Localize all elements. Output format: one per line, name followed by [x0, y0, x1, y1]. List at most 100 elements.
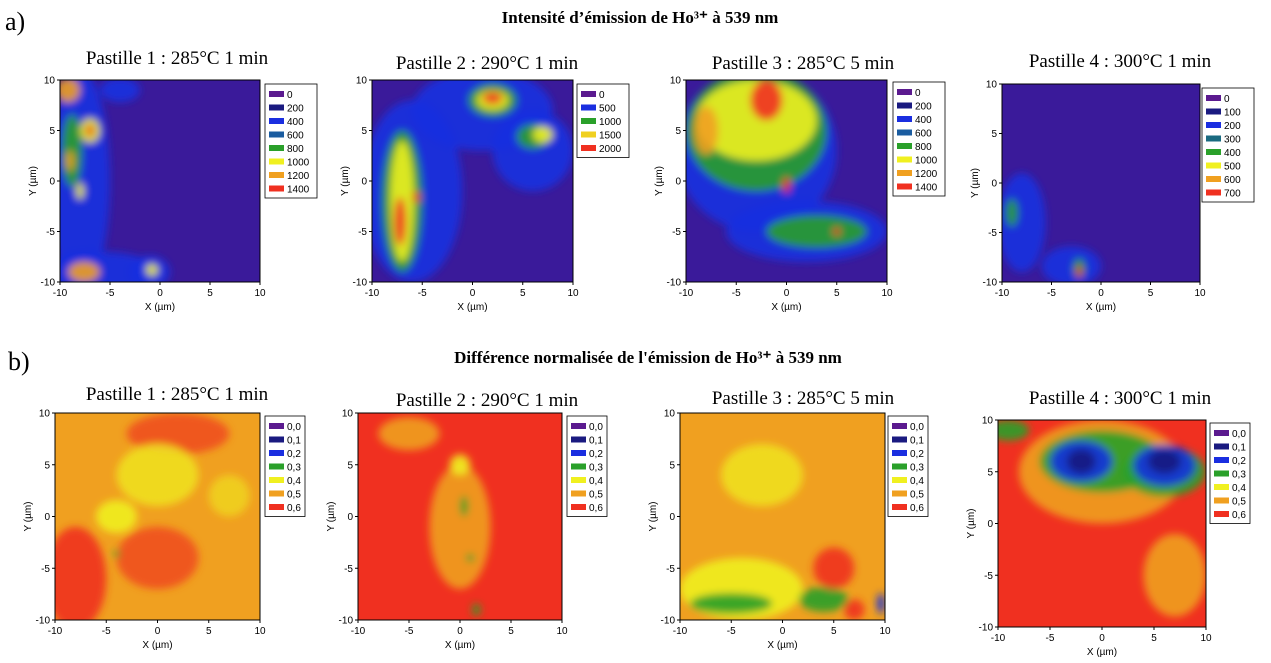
legend-swatch — [897, 143, 912, 149]
map-texture — [378, 417, 491, 616]
legend-swatch — [1206, 189, 1221, 196]
legend-swatch — [892, 463, 907, 470]
legend-label: 0 — [915, 88, 921, 99]
x-axis-label: X (µm) — [767, 640, 797, 651]
legend-swatch — [1214, 457, 1229, 463]
legend-label: 700 — [1224, 189, 1241, 200]
contour-region — [690, 593, 773, 614]
legend-label: 500 — [1224, 162, 1241, 173]
legend-label: 0,3 — [910, 463, 924, 474]
y-axis-label: Y (µm) — [326, 501, 337, 531]
panel-title: Pastille 4 : 300°C 1 min — [1029, 388, 1212, 409]
contour-region — [721, 444, 803, 507]
legend-swatch — [1214, 511, 1229, 517]
contour-region — [1147, 448, 1182, 474]
y-tick-label: 5 — [669, 460, 675, 471]
map-texture — [60, 80, 170, 282]
legend-swatch — [897, 116, 912, 122]
y-tick-label: -5 — [988, 228, 997, 239]
x-tick-label: -10 — [53, 288, 68, 299]
legend-label: 0,2 — [589, 449, 603, 460]
panel-title: Pastille 1 : 285°C 1 min — [86, 384, 269, 405]
legend-swatch — [1214, 497, 1229, 504]
legend-label: 0,3 — [589, 463, 603, 474]
x-tick-label: -5 — [732, 288, 741, 299]
contour-region — [798, 586, 849, 612]
panel: Pastille 1 : 285°C 1 min -10 -5 0 5 10 -10 -5 0 5… — [23, 384, 306, 651]
x-tick-label: 10 — [879, 626, 891, 637]
legend-swatch — [1206, 135, 1221, 142]
legend-label: 100 — [1224, 108, 1241, 119]
x-tick-label: -5 — [1047, 288, 1056, 299]
legend-swatch — [269, 463, 284, 470]
x-tick-label: 10 — [556, 626, 568, 637]
legend-label: 2000 — [599, 144, 622, 155]
map-texture — [998, 420, 1206, 617]
legend-label: 300 — [1224, 135, 1241, 146]
panel: Pastille 1 : 285°C 1 min -10 -5 0 5 10 -10 -5 0 5… — [28, 48, 318, 313]
legend-swatch — [269, 131, 284, 138]
legend-swatch — [571, 477, 586, 483]
legend-label: 0,0 — [287, 422, 301, 433]
y-tick-label: 0 — [669, 512, 675, 523]
legend-swatch — [1214, 470, 1229, 477]
panel: Pastille 2 : 290°C 1 min -10 -5 0 5 10 -10 -5 0 5… — [340, 53, 630, 313]
panel-title: Pastille 4 : 300°C 1 min — [1029, 51, 1212, 72]
legend-label: 600 — [1224, 175, 1241, 186]
contour-region — [482, 92, 503, 105]
legend-label: 0,4 — [287, 476, 301, 487]
contour-map — [1002, 84, 1200, 282]
legend-label: 800 — [915, 142, 932, 153]
legend-label: 0,1 — [1232, 443, 1246, 454]
x-tick-label: 0 — [457, 626, 463, 637]
x-tick-label: 5 — [1148, 288, 1154, 299]
x-tick-label: 5 — [520, 288, 526, 299]
y-tick-label: -10 — [353, 278, 368, 289]
y-tick-label: -10 — [339, 616, 354, 627]
contour-map — [998, 420, 1206, 627]
legend-label: 0,5 — [589, 490, 603, 501]
legend-label: 0,1 — [910, 436, 924, 447]
map-texture — [680, 444, 885, 620]
legend-label: 0,5 — [910, 490, 924, 501]
y-tick-label: 0 — [987, 519, 993, 530]
contour-region — [1002, 173, 1046, 273]
y-tick-label: 0 — [991, 179, 997, 190]
panel-title: Pastille 1 : 285°C 1 min — [86, 48, 269, 69]
y-tick-label: -10 — [979, 623, 994, 634]
legend-label: 0,2 — [287, 449, 301, 460]
legend-label: 1200 — [915, 169, 938, 180]
legend-swatch — [892, 450, 907, 456]
x-tick-label: 5 — [1151, 633, 1157, 644]
legend-swatch — [581, 118, 596, 124]
contour-region — [750, 80, 783, 121]
y-tick-label: -5 — [672, 227, 681, 238]
contour-region — [813, 547, 855, 589]
contour-region — [100, 80, 140, 103]
legend-swatch — [1206, 162, 1221, 169]
contour-region — [466, 553, 475, 563]
section-label: a) — [5, 7, 25, 36]
legend-label: 0,5 — [287, 490, 301, 501]
contour-region — [532, 126, 553, 143]
legend-swatch — [269, 423, 284, 429]
legend-swatch — [269, 490, 284, 497]
contour-region — [96, 499, 137, 534]
legend-swatch — [892, 436, 907, 443]
legend-swatch — [571, 504, 586, 510]
contour-region — [696, 80, 817, 161]
legend-label: 0,6 — [1232, 510, 1246, 521]
x-tick-label: 0 — [780, 626, 786, 637]
y-tick-label: 10 — [44, 76, 56, 87]
y-axis-label: Y (µm) — [340, 166, 351, 196]
legend-label: 800 — [287, 144, 304, 155]
legend-label: 0,4 — [1232, 483, 1246, 494]
legend-swatch — [269, 91, 284, 97]
legend-swatch — [571, 490, 586, 497]
map-texture — [686, 80, 887, 262]
contour-region — [429, 464, 491, 589]
legend-swatch — [571, 450, 586, 456]
legend-swatch — [1214, 430, 1229, 436]
legend-swatch — [897, 102, 912, 109]
y-axis-label: Y (µm) — [28, 166, 39, 196]
